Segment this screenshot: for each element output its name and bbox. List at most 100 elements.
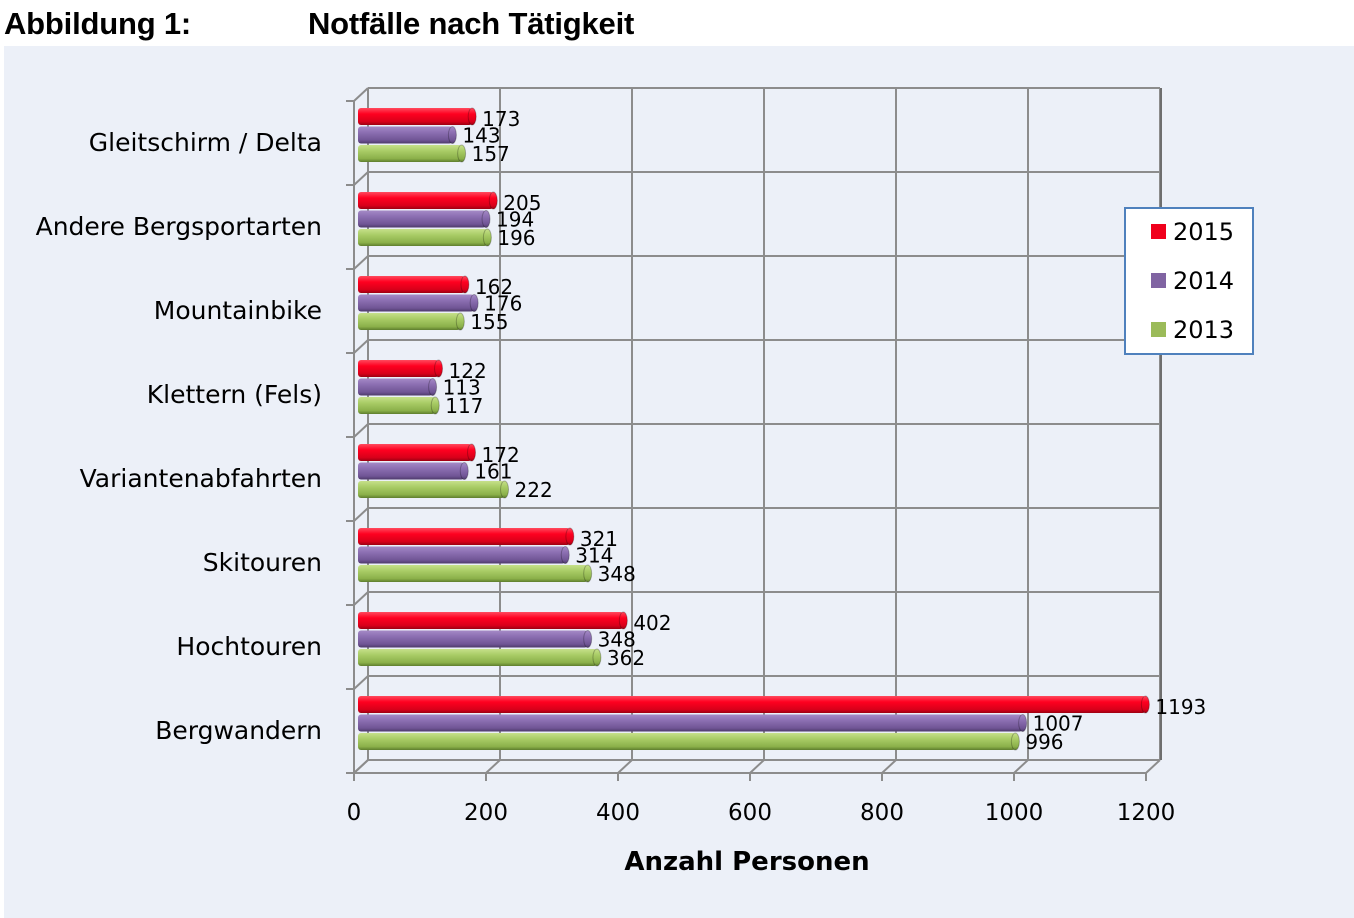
value-label: 194 [496,208,534,232]
category-label: Hochtouren [176,632,322,661]
floor-gridline [485,759,501,774]
legend-box [1124,207,1254,355]
bar-2014 [358,210,491,228]
bar-cap [447,126,457,144]
floor-gridline [881,759,897,774]
bar-body [358,565,588,582]
bar-2015 [358,527,575,546]
side-gridline [353,87,369,102]
figure-title: Notfälle nach Tätigkeit [308,6,635,41]
bar-body [358,444,472,461]
bar-cap [469,294,479,312]
value-label: 157 [472,142,510,166]
bar-2015 [358,611,628,630]
value-label: 314 [575,544,613,568]
figure-number: Abbildung 1: [4,6,192,41]
bar-cap [592,648,602,667]
bar-body [358,612,624,629]
value-label: 205 [503,191,541,215]
bar-2015 [358,191,498,210]
bar-cap [1018,714,1028,732]
bar-cap [481,210,491,228]
bar-body [358,294,475,312]
bar-2013 [358,480,510,499]
bar-body [358,714,1023,732]
bar-body [358,313,461,330]
bar-2013 [358,144,467,163]
bar-body [358,360,439,377]
bar-2014 [358,546,570,564]
bar-cap [583,630,593,648]
bar-body [358,630,588,648]
value-label: 321 [580,527,618,551]
bar-2013 [358,648,602,667]
bar-body [358,528,570,545]
floor-gridline [617,759,633,774]
side-gridline [353,339,369,354]
legend: 2015 2014 2013 [1124,207,1254,355]
value-label: 162 [475,275,513,299]
bar-2014 [358,378,438,396]
bar-body [358,733,1016,750]
bar-cap [1140,695,1150,714]
bar-2015 [358,275,470,294]
value-label: 161 [474,460,512,484]
category-label: Bergwandern [155,716,322,745]
floor-gridline [1145,759,1161,774]
category-label: Skitouren [203,548,322,577]
side-gridline [353,507,369,522]
bar-body [358,276,465,293]
bar-2015 [358,695,1150,714]
bar-body [358,378,433,396]
side-gridline [353,171,369,186]
side-gridline [353,591,369,606]
legend-label-2014: 2014 [1173,267,1234,295]
value-label: 176 [484,292,522,316]
side-gridline [353,759,369,774]
bar-cap [430,396,440,415]
category-label: Variantenabfahrten [80,464,322,493]
category-label: Klettern (Fels) [147,380,322,409]
x-tick-label: 800 [860,800,904,826]
bar-body [358,126,453,144]
bar-cap [500,480,510,499]
value-label: 173 [482,107,520,131]
x-tick-label: 600 [728,800,772,826]
value-label: 196 [497,226,535,250]
x-tick-label: 1200 [1117,800,1176,826]
bar-cap [459,462,469,480]
bar-cap [583,564,593,583]
bar-2014 [358,714,1028,732]
value-label: 155 [470,310,508,334]
x-tick-label: 200 [464,800,508,826]
bar-2015 [358,107,477,126]
bar-2013 [358,396,440,415]
bar-cap [467,443,477,462]
value-label: 1193 [1155,695,1206,719]
bar-body [358,229,488,246]
bar-cap [428,378,438,396]
value-label: 117 [445,394,483,418]
value-labels: 1731431572051941961621761551221131171721… [443,107,1207,754]
bar-2014 [358,294,479,312]
legend-swatch-2013 [1151,322,1166,337]
bars [358,107,1150,751]
bar-cap [488,191,498,210]
x-tick-label: 1000 [985,800,1044,826]
bar-2015 [358,359,444,378]
bar-cap [1010,732,1020,751]
bar-cap [455,312,465,331]
category-label: Mountainbike [154,296,322,325]
side-gridline [353,423,369,438]
bar-cap [565,527,575,546]
bar-2013 [358,732,1020,751]
value-label: 996 [1025,730,1063,754]
x-axis-title: Anzahl Personen [624,847,869,877]
value-label: 402 [633,611,671,635]
value-label: 172 [482,443,520,467]
bar-cap [457,144,467,163]
bar-body [358,462,465,480]
category-label: Andere Bergsportarten [36,212,322,241]
legend-label-2015: 2015 [1173,218,1234,246]
bar-2013 [358,312,465,331]
